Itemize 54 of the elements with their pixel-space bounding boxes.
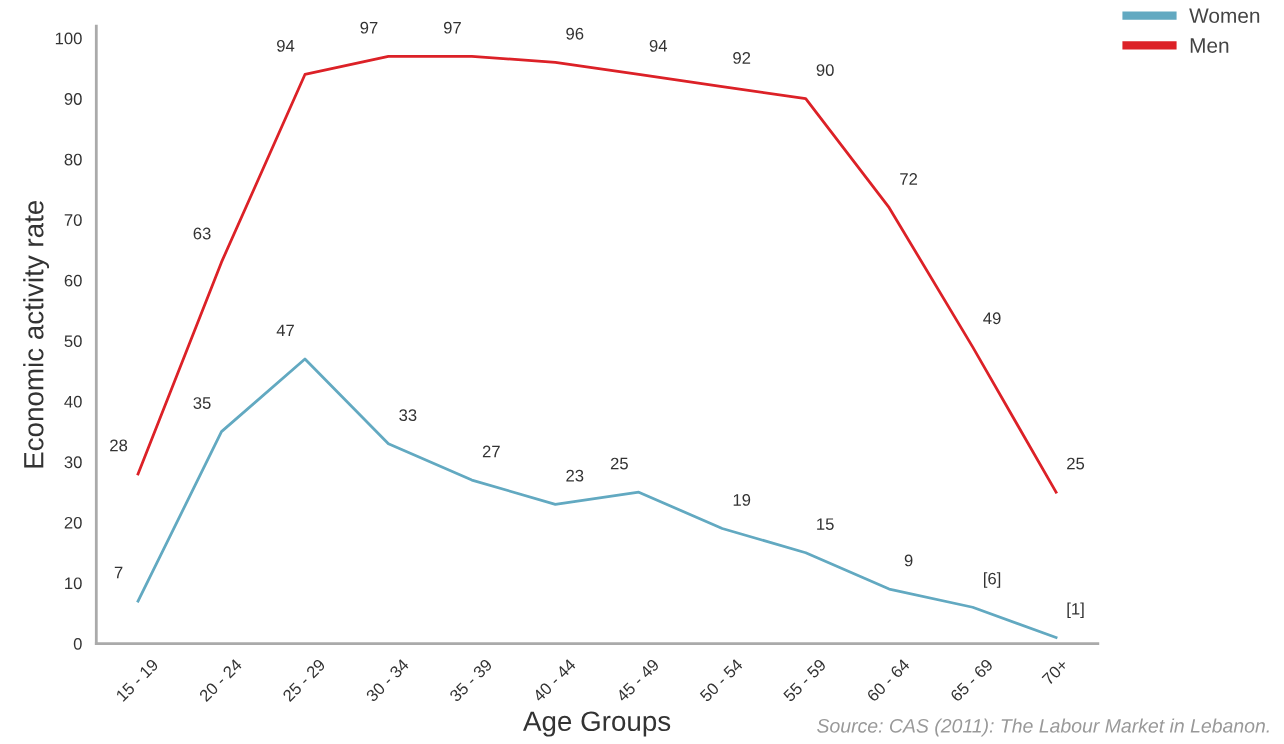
x-tick-label: 70+: [1041, 658, 1069, 686]
data-label: 25: [1067, 457, 1085, 470]
x-tick-label: 25 - 29: [282, 658, 326, 703]
data-label: [6]: [984, 572, 1001, 588]
data-label: 94: [277, 39, 295, 52]
data-label: 27: [482, 445, 500, 458]
data-label: 7: [114, 566, 123, 579]
data-label: 25: [610, 457, 628, 470]
y-tick-label: 80: [64, 153, 82, 166]
data-label: 49: [983, 312, 1001, 325]
y-tick-label: 20: [64, 516, 82, 529]
data-label: 63: [193, 227, 211, 240]
legend-label: Women: [1189, 8, 1260, 24]
x-tick-label: 20 - 24: [198, 658, 243, 703]
x-tick-label: 45 - 49: [615, 658, 660, 703]
data-label: 97: [360, 21, 378, 34]
x-axis-title: Age Groups: [523, 711, 671, 737]
data-label: 96: [566, 27, 584, 40]
data-label: 28: [110, 439, 128, 452]
data-label: 23: [566, 469, 584, 482]
y-tick-label: 50: [64, 335, 82, 348]
y-tick-label: 90: [64, 93, 82, 105]
data-label: 97: [443, 21, 461, 34]
y-tick-label: 40: [64, 395, 82, 408]
y-tick-label: 30: [64, 456, 82, 469]
data-label: 47: [276, 324, 294, 337]
source-note: Source: CAS (2011): The Labour Market in Lebanon.: [817, 718, 1269, 737]
legend-label: Men: [1190, 38, 1229, 53]
data-label: 33: [399, 409, 417, 422]
x-tick-label: 30 - 34: [365, 658, 410, 703]
x-tick-label: 50 - 54: [699, 658, 744, 703]
x-tick-label: 15 - 19: [115, 658, 159, 702]
data-label: 19: [733, 493, 751, 506]
y-tick-label: 60: [64, 274, 82, 287]
x-tick-label: 65 - 69: [949, 658, 994, 703]
y-tick-label: 70: [64, 214, 82, 226]
data-label: 15: [817, 518, 834, 531]
y-tick-label: 10: [65, 577, 82, 590]
x-tick-label: 60 - 64: [866, 658, 911, 703]
y-tick-label: 100: [55, 32, 82, 45]
y-axis-title: Economic activity rate: [23, 200, 50, 468]
line-series: [136, 357, 1058, 639]
data-label: 90: [816, 64, 834, 76]
data-label: 92: [733, 52, 751, 64]
data-label: 94: [649, 39, 668, 52]
x-tick-label: 55 - 59: [782, 658, 827, 703]
data-label: 35: [193, 397, 211, 409]
data-label: 9: [904, 554, 913, 567]
line-series: [136, 54, 1058, 494]
x-tick-label: 35 - 39: [448, 658, 493, 703]
x-tick-label: 40 - 44: [532, 658, 577, 703]
data-label: 72: [900, 173, 918, 185]
data-label: [1]: [1067, 602, 1084, 619]
y-tick-label: 0: [73, 637, 82, 650]
